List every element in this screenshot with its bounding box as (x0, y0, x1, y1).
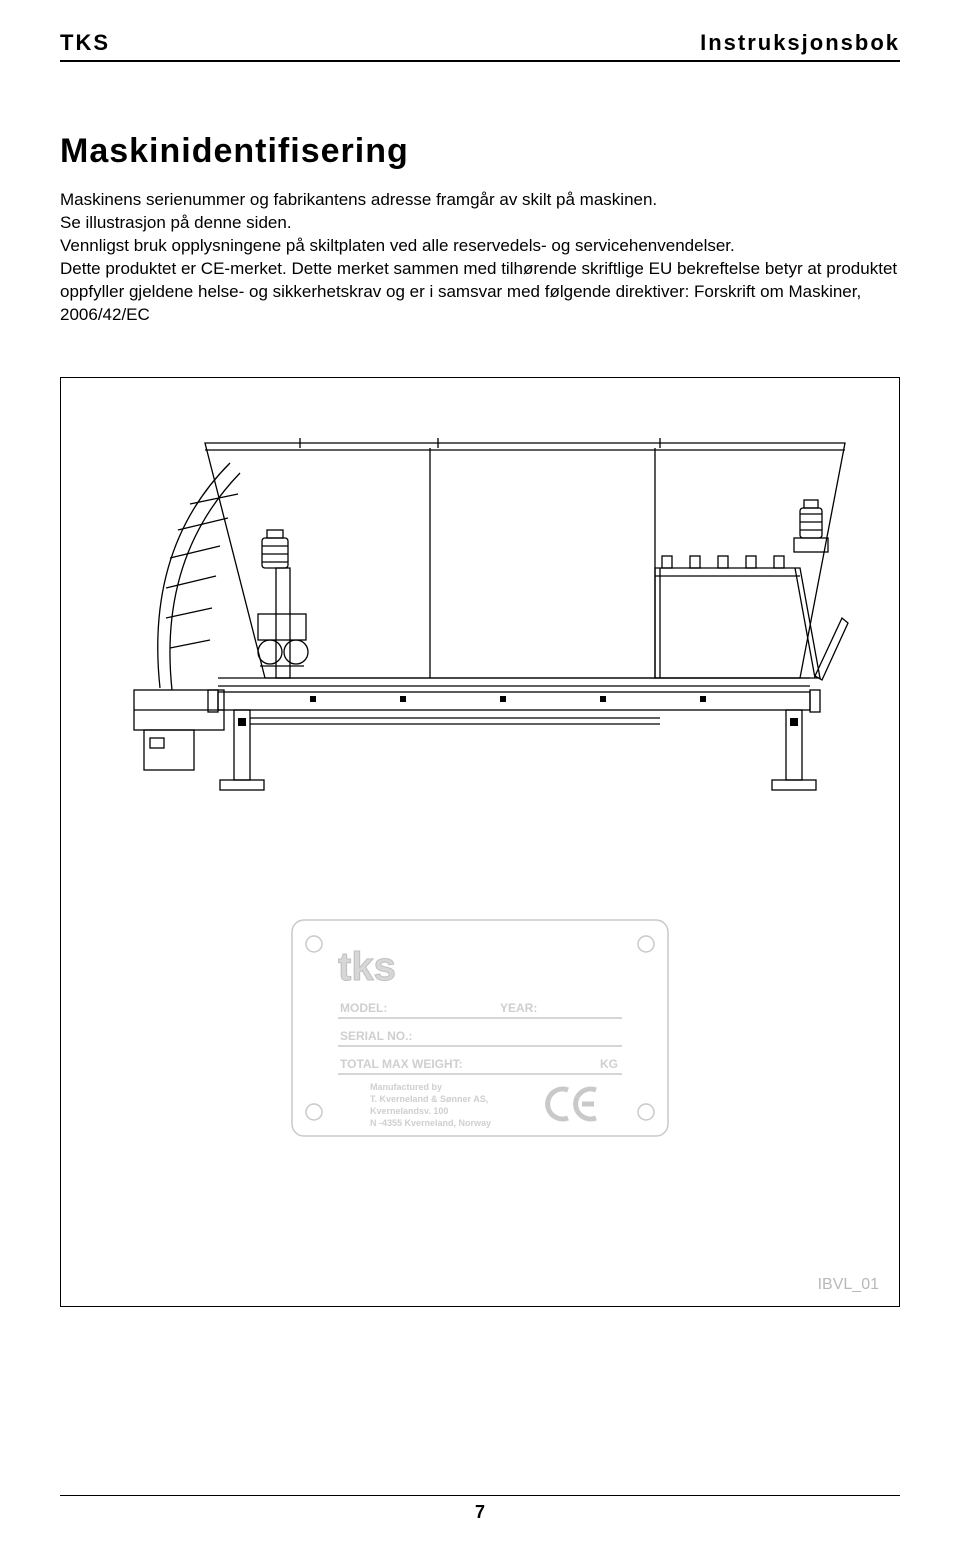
nameplate: tks MODEL: YEAR: SERIAL NO.: TOTAL MAX W… (290, 918, 670, 1138)
nameplate-brand: tks (338, 945, 396, 989)
nameplate-kg-label: KG (600, 1057, 618, 1071)
body-para-4: Dette produktet er CE-merket. Dette merk… (60, 259, 897, 324)
body-text: Maskinens serienummer og fabrikantens ad… (60, 189, 900, 327)
header-brand: TKS (60, 30, 110, 56)
nameplate-year-label: YEAR: (500, 1001, 537, 1015)
header-doc-type: Instruksjonsbok (700, 30, 900, 56)
figure-caption: IBVL_01 (818, 1276, 879, 1294)
page-footer: 7 (60, 1495, 900, 1523)
nameplate-manu-1: Manufactured by (370, 1082, 442, 1092)
nameplate-weight-label: TOTAL MAX WEIGHT: (340, 1057, 463, 1071)
nameplate-model-label: MODEL: (340, 1001, 387, 1015)
page-header: TKS Instruksjonsbok (60, 30, 900, 62)
body-para-1: Maskinens serienummer og fabrikantens ad… (60, 190, 657, 209)
nameplate-manu-4: N -4355 Kverneland, Norway (370, 1118, 491, 1128)
page-title: Maskinidentifisering (60, 132, 900, 171)
body-para-3: Vennligst bruk opplysningene på skiltpla… (60, 236, 735, 255)
machine-illustration (100, 418, 860, 838)
body-para-2: Se illustrasjon på denne siden. (60, 213, 292, 232)
nameplate-serial-label: SERIAL NO.: (340, 1029, 412, 1043)
page-number: 7 (60, 1502, 900, 1523)
nameplate-manu-2: T. Kverneland & Sønner AS, (370, 1094, 488, 1104)
nameplate-manu-3: Kvernelandsv. 100 (370, 1106, 448, 1116)
figure-container: tks MODEL: YEAR: SERIAL NO.: TOTAL MAX W… (60, 377, 900, 1307)
